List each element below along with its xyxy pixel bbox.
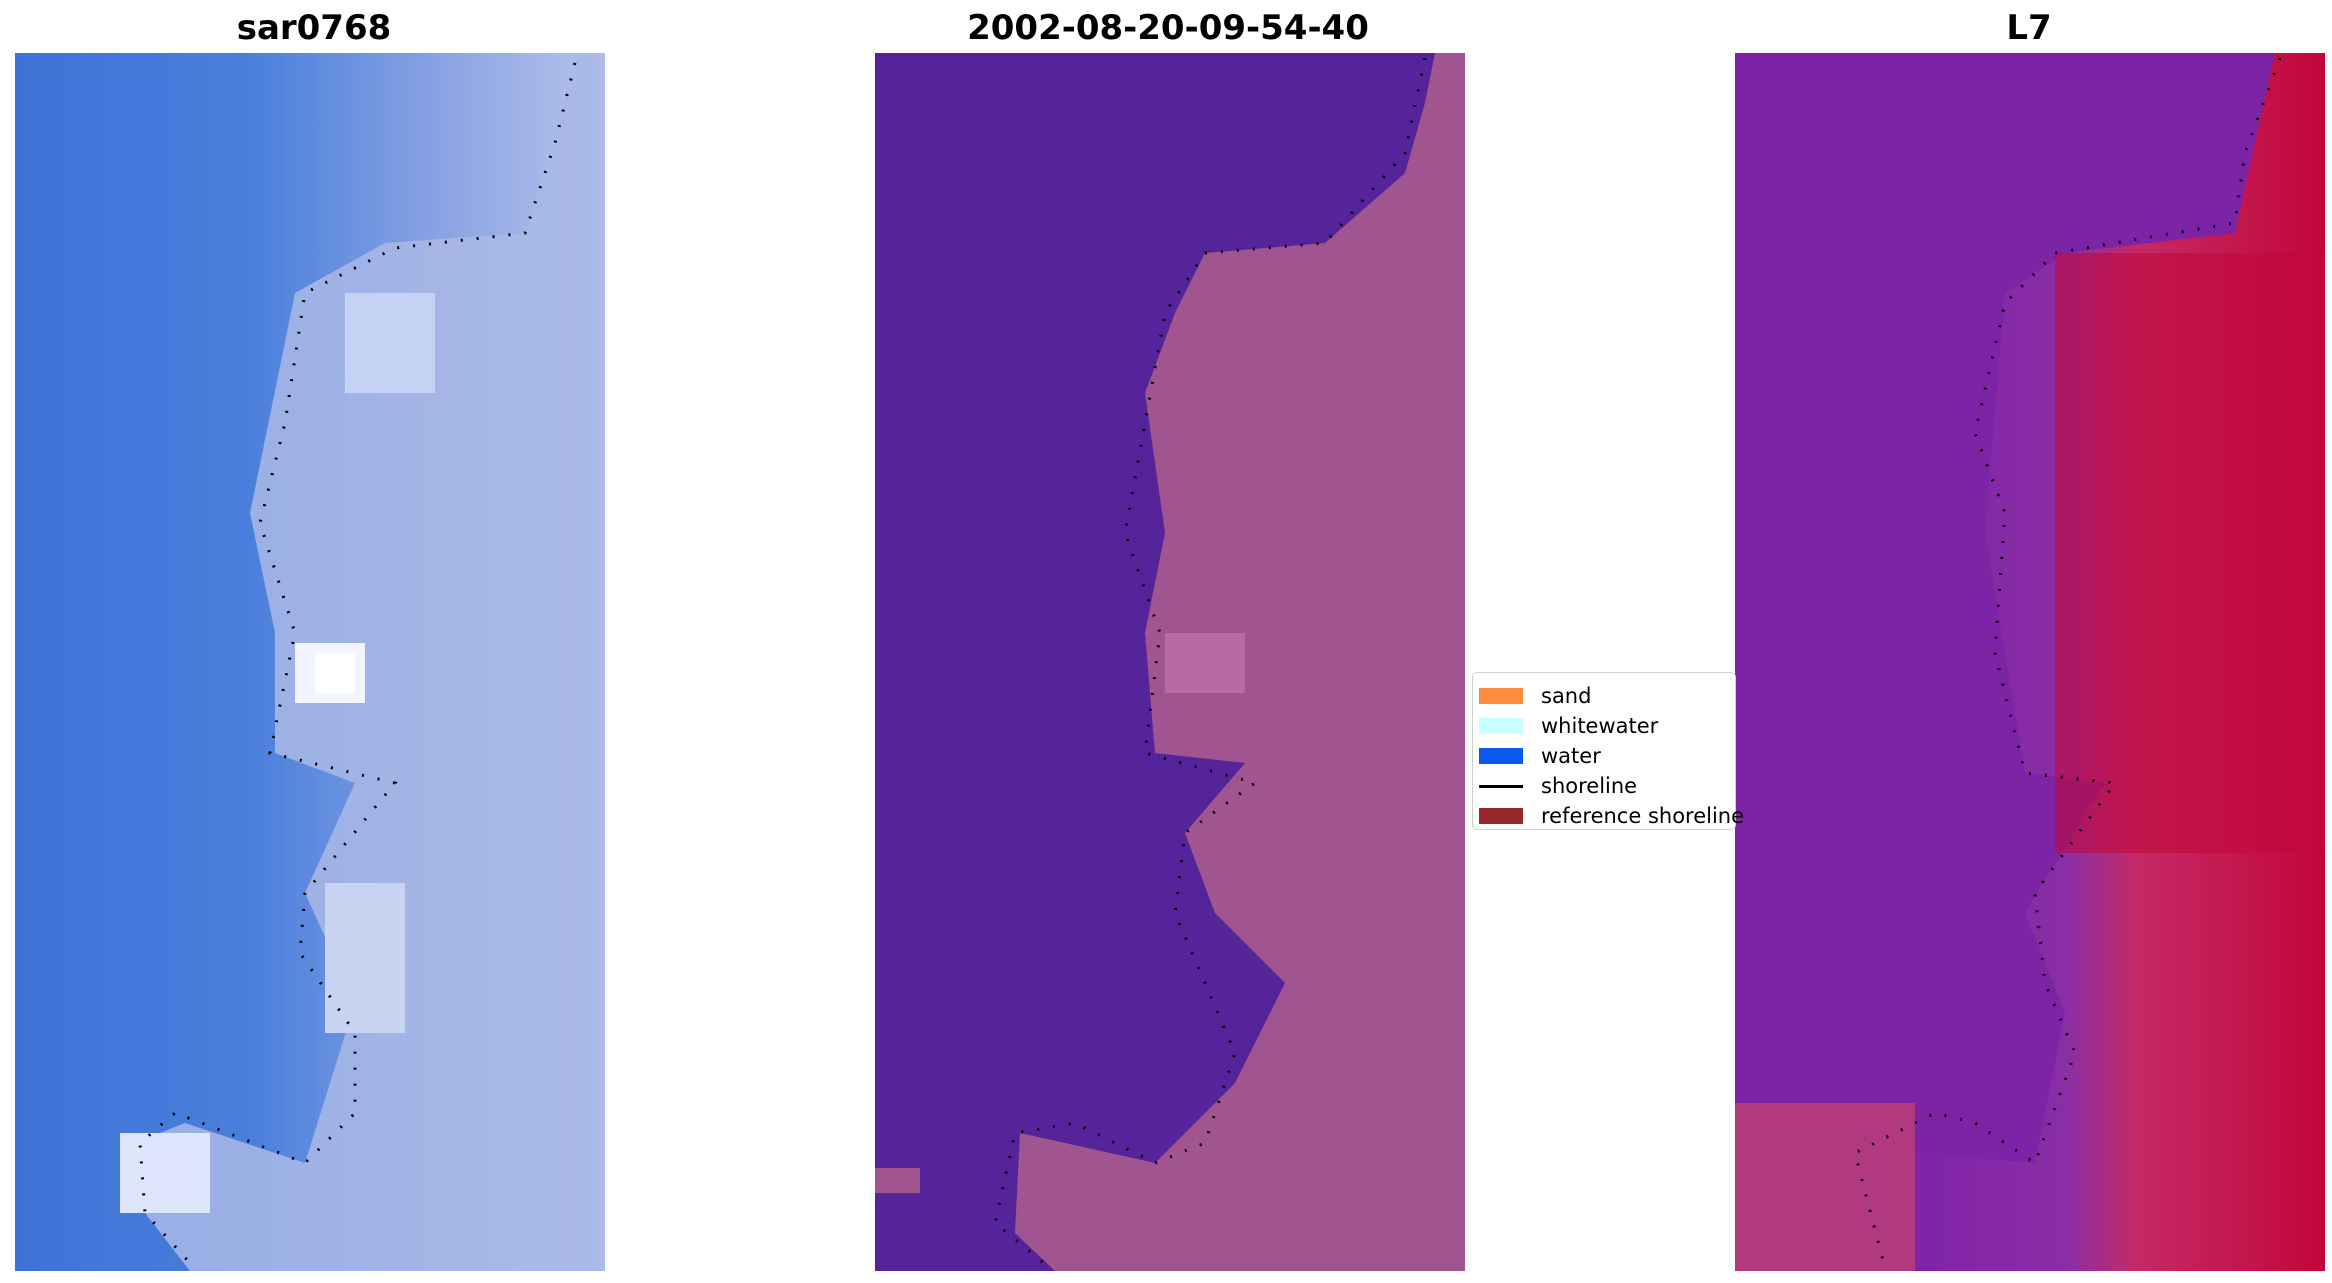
legend-item-reference-shoreline: reference shoreline bbox=[1479, 801, 1744, 831]
shoreline-line-icon bbox=[1479, 784, 1523, 788]
legend-item-whitewater: whitewater bbox=[1479, 711, 1658, 741]
legend-label-water: water bbox=[1541, 744, 1601, 768]
legend-label-reference-shoreline: reference shoreline bbox=[1541, 804, 1745, 828]
panel-title-middle: 2002-08-20-09-54-40 bbox=[967, 8, 1369, 48]
legend-item-water: water bbox=[1479, 741, 1601, 771]
legend-label-shoreline: shoreline bbox=[1541, 774, 1638, 798]
legend-item-shoreline: shoreline bbox=[1479, 771, 1637, 801]
sand-swatch bbox=[1479, 688, 1523, 704]
panel-title-left: sar0768 bbox=[236, 8, 392, 48]
legend-label-whitewater: whitewater bbox=[1541, 714, 1659, 738]
legend-label-sand: sand bbox=[1541, 684, 1592, 708]
rgb-satellite-image bbox=[15, 53, 605, 1271]
reference-shoreline-swatch bbox=[1479, 808, 1523, 824]
legend-item-sand: sand bbox=[1479, 681, 1591, 711]
whitewater-swatch bbox=[1479, 718, 1523, 734]
classified-image bbox=[875, 53, 1465, 1271]
panel-title-right: L7 bbox=[2006, 8, 2052, 48]
legend: sand whitewater water shoreline referenc… bbox=[1472, 672, 1744, 830]
mndwi-image bbox=[1735, 53, 2325, 1271]
water-swatch bbox=[1479, 748, 1523, 764]
